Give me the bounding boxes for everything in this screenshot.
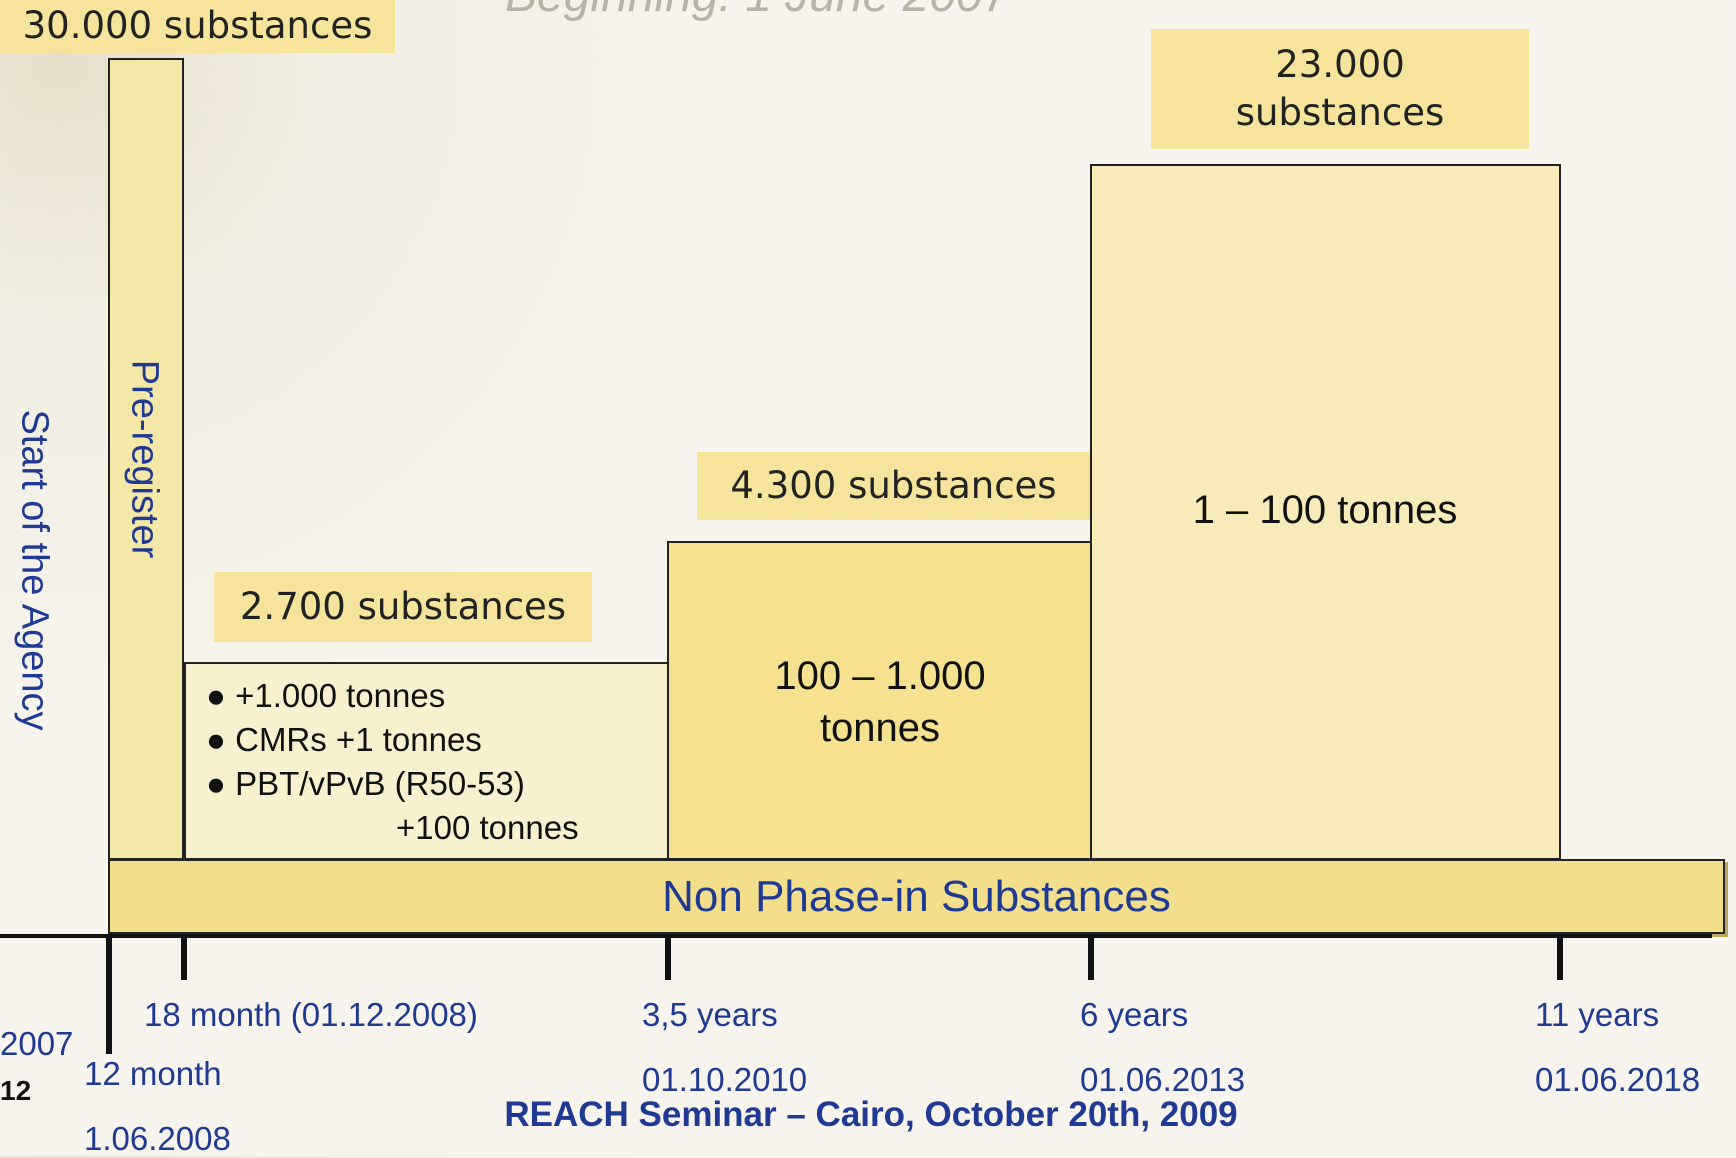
tick (665, 934, 671, 980)
count-label: 23.000 substances (1151, 29, 1529, 149)
list-item: ● CMRs +1 tonnes (206, 718, 579, 762)
count-label: 2.700 substances (214, 572, 592, 642)
timeline-date: 01.06.2013 (1080, 1061, 1245, 1099)
axis-line (0, 934, 1712, 938)
timeline-date: 01.06.2018 (1535, 1061, 1700, 1099)
tick (106, 934, 112, 1054)
tick (1088, 934, 1094, 980)
timeline-date: 1.06.2008 (84, 1120, 231, 1158)
page-number: 12 (0, 1075, 31, 1107)
item-text: PBT/vPvB (R50-53) (235, 765, 525, 802)
timeline-label: 2007 (0, 1025, 73, 1063)
non-phase-in-bar: Non Phase-in Substances (108, 859, 1725, 934)
timeline-date: 01.10.2010 (642, 1061, 807, 1099)
item-text: +1.000 tonnes (235, 677, 445, 714)
band-label: 1 – 100 tonnes (1090, 488, 1560, 533)
timeline-label: 3,5 years (642, 996, 778, 1034)
list-item: ● PBT/vPvB (R50-53) (206, 762, 579, 806)
footer-text: REACH Seminar – Cairo, October 20th, 200… (504, 1095, 1237, 1135)
slide: Beginning: 1 June 2007 Pre-register 30.0… (0, 0, 1736, 1156)
timeline-label: 12 month (84, 1055, 222, 1093)
count-label: 4.300 substances (697, 452, 1090, 520)
list-item: +100 tonnes (206, 806, 579, 850)
list-item: ● +1.000 tonnes (206, 674, 579, 718)
pre-register-label: Pre-register (123, 360, 166, 559)
tick (1557, 934, 1563, 980)
tick (181, 934, 187, 980)
band-label: 100 – 1.000 tonnes (740, 650, 1020, 754)
phase-1-list: ● +1.000 tonnes ● CMRs +1 tonnes ● PBT/v… (206, 674, 579, 850)
start-label: Start of the Agency (13, 409, 56, 730)
count-label: 30.000 substances (0, 0, 395, 53)
slide-title: Beginning: 1 June 2007 (505, 0, 1009, 23)
item-text: CMRs +1 tonnes (235, 721, 482, 758)
timeline-label: 6 years (1080, 996, 1188, 1034)
timeline-label: 11 years (1535, 996, 1659, 1034)
timeline-label: 18 month (01.12.2008) (144, 996, 478, 1034)
